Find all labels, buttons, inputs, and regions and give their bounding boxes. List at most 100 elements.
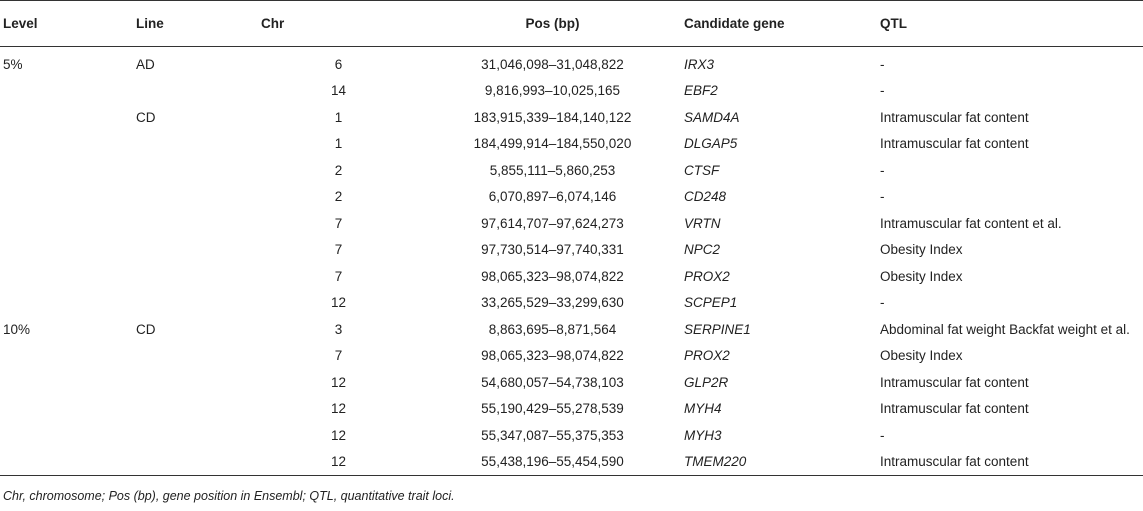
cell-candidate-gene: MYH3 — [684, 427, 722, 443]
cell-pos: 97,730,514–97,740,331 — [481, 242, 624, 258]
table-row: 7 97,614,707–97,624,273 VRTN Intramuscular … — [0, 210, 1143, 237]
table-header: Level Line Chr Pos (bp) Candidate gene Q… — [0, 0, 1143, 47]
cell-level — [0, 396, 136, 423]
cell-pos: 55,347,087–55,375,353 — [481, 427, 624, 443]
cell-candidate-gene: SCPEP1 — [684, 295, 738, 311]
cell-qtl: Abdominal fat weight Backfat weight et a… — [880, 321, 1130, 337]
table-row: 12 54,680,057–54,738,103 GLP2R Intramuscula… — [0, 369, 1143, 396]
cell-candidate-gene: DLGAP5 — [684, 136, 738, 152]
cell-level: 10% — [3, 321, 31, 337]
cell-candidate-gene: MYH4 — [684, 401, 722, 417]
table-row: CD 1 183,915,339–184,140,122 SAMD4A Intramus… — [0, 104, 1143, 131]
table-row: 12 55,438,196–55,454,590 TMEM220 Intramuscu… — [0, 448, 1143, 476]
cell-qtl: - — [880, 427, 885, 443]
cell-pos: 31,046,098–31,048,822 — [481, 56, 624, 72]
cell-level — [0, 448, 136, 476]
cell-level — [0, 184, 136, 211]
table-row: 7 98,065,323–98,074,822 PROX2 Obesity Index — [0, 343, 1143, 370]
cell-pos: 183,915,339–184,140,122 — [473, 109, 632, 125]
cell-qtl: Intramuscular fat content — [880, 401, 1029, 417]
table-row: 7 97,730,514–97,740,331 NPC2 Obesity Index — [0, 237, 1143, 264]
cell-line — [136, 369, 256, 396]
cell-pos: 54,680,057–54,738,103 — [481, 374, 624, 390]
table-row: 14 9,816,993–10,025,165 EBF2 - — [0, 78, 1143, 105]
table-body: 5% AD 6 31,046,098–31,048,822 IRX3 - 14 9,816,9… — [0, 47, 1143, 476]
table-row: 7 98,065,323–98,074,822 PROX2 Obesity Index — [0, 263, 1143, 290]
candidate-gene-table: Level Line Chr Pos (bp) Candidate gene Q… — [0, 0, 1143, 476]
cell-line: CD — [136, 321, 156, 337]
cell-line — [136, 237, 256, 264]
cell-qtl: Intramuscular fat content — [880, 374, 1029, 390]
cell-candidate-gene: PROX2 — [684, 268, 730, 284]
cell-line — [136, 131, 256, 158]
cell-qtl: Intramuscular fat content — [880, 109, 1029, 125]
cell-qtl: - — [880, 162, 885, 178]
cell-qtl: Intramuscular fat content — [880, 448, 1143, 476]
cell-line: CD — [136, 109, 156, 125]
cell-chr: 7 — [334, 242, 343, 258]
cell-chr: 1 — [334, 136, 343, 152]
cell-chr: 7 — [334, 215, 343, 231]
cell-chr: 7 — [334, 348, 343, 364]
cell-candidate-gene: VRTN — [684, 215, 721, 231]
table-row: 2 5,855,111–5,860,253 CTSF - — [0, 157, 1143, 184]
cell-pos: 98,065,323–98,074,822 — [481, 348, 624, 364]
header-candidate-gene: Candidate gene — [684, 0, 880, 47]
cell-level — [0, 263, 136, 290]
cell-chr: 12 — [330, 401, 347, 417]
cell-qtl: - — [880, 56, 885, 72]
cell-pos: 97,614,707–97,624,273 — [481, 215, 624, 231]
cell-level — [0, 369, 136, 396]
cell-line — [136, 78, 256, 105]
table-footnote: Chr, chromosome; Pos (bp), gene position… — [3, 489, 455, 503]
cell-line — [136, 422, 256, 449]
header-qtl: QTL — [880, 0, 1143, 47]
cell-line — [136, 448, 256, 476]
cell-candidate-gene: PROX2 — [684, 348, 730, 364]
cell-line — [136, 157, 256, 184]
cell-qtl: Obesity Index — [880, 242, 963, 258]
cell-level: 5% — [3, 56, 23, 72]
cell-level — [0, 157, 136, 184]
cell-line — [136, 290, 256, 317]
header-line: Line — [136, 0, 256, 47]
cell-chr: 6 — [334, 56, 343, 72]
cell-level — [0, 422, 136, 449]
cell-chr: 1 — [334, 109, 343, 125]
table-row: 1 184,499,914–184,550,020 DLGAP5 Intramuscu… — [0, 131, 1143, 158]
cell-candidate-gene: SAMD4A — [684, 109, 740, 125]
cell-candidate-gene: TMEM220 — [684, 448, 880, 476]
cell-pos: 8,863,695–8,871,564 — [488, 321, 617, 337]
cell-candidate-gene: IRX3 — [684, 56, 715, 72]
cell-qtl: Intramuscular fat content et al. — [880, 215, 1062, 231]
cell-pos: 55,438,196–55,454,590 — [421, 448, 684, 476]
cell-candidate-gene: NPC2 — [684, 242, 721, 258]
cell-pos: 33,265,529–33,299,630 — [481, 295, 624, 311]
cell-level — [0, 237, 136, 264]
cell-level — [0, 210, 136, 237]
cell-pos: 184,499,914–184,550,020 — [473, 136, 632, 152]
table-row: 12 55,190,429–55,278,539 MYH4 Intramuscular… — [0, 396, 1143, 423]
cell-qtl: - — [880, 83, 885, 99]
cell-level — [0, 290, 136, 317]
cell-candidate-gene: SERPINE1 — [684, 321, 751, 337]
cell-chr: 14 — [330, 83, 347, 99]
cell-chr: 12 — [256, 448, 421, 476]
cell-qtl: Obesity Index — [880, 268, 963, 284]
table-row: 12 55,347,087–55,375,353 MYH3 - — [0, 422, 1143, 449]
cell-qtl: - — [880, 189, 885, 205]
header-level: Level — [0, 0, 136, 47]
cell-line — [136, 396, 256, 423]
cell-qtl: Intramuscular fat content — [880, 136, 1029, 152]
cell-level — [0, 104, 136, 131]
cell-chr: 3 — [334, 321, 343, 337]
cell-chr: 12 — [330, 295, 347, 311]
cell-candidate-gene: EBF2 — [684, 83, 718, 99]
cell-pos: 55,190,429–55,278,539 — [481, 401, 624, 417]
cell-candidate-gene: CD248 — [684, 189, 727, 205]
header-row: Level Line Chr Pos (bp) Candidate gene Q… — [0, 0, 1143, 47]
table-row: 10% CD 3 8,863,695–8,871,564 SERPINE1 Abdomin… — [0, 316, 1143, 343]
cell-line — [136, 210, 256, 237]
cell-chr: 12 — [330, 427, 347, 443]
cell-level — [0, 131, 136, 158]
